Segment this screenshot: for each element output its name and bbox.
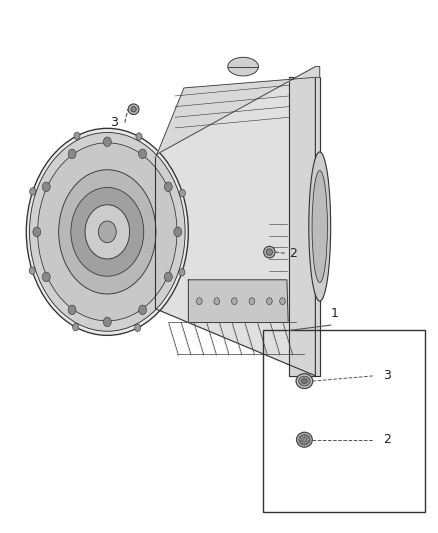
Ellipse shape — [68, 305, 76, 314]
Ellipse shape — [249, 297, 255, 305]
Ellipse shape — [228, 58, 258, 76]
Polygon shape — [188, 280, 288, 322]
Text: 3: 3 — [110, 116, 118, 129]
Ellipse shape — [301, 378, 307, 384]
Ellipse shape — [309, 152, 331, 301]
Ellipse shape — [29, 133, 185, 331]
Ellipse shape — [214, 297, 219, 305]
Ellipse shape — [73, 324, 79, 331]
Ellipse shape — [264, 246, 275, 258]
Ellipse shape — [196, 297, 202, 305]
Ellipse shape — [131, 107, 136, 112]
Ellipse shape — [30, 188, 36, 195]
Ellipse shape — [138, 305, 146, 314]
Ellipse shape — [42, 182, 50, 192]
Text: 3: 3 — [383, 369, 391, 382]
Polygon shape — [289, 77, 320, 376]
Ellipse shape — [74, 132, 80, 140]
Ellipse shape — [33, 227, 41, 237]
Ellipse shape — [29, 267, 35, 274]
Ellipse shape — [103, 317, 111, 327]
Ellipse shape — [38, 143, 177, 321]
Ellipse shape — [138, 149, 146, 159]
Polygon shape — [155, 67, 315, 376]
Ellipse shape — [99, 221, 116, 243]
Ellipse shape — [299, 376, 310, 386]
Ellipse shape — [312, 171, 328, 282]
Ellipse shape — [59, 169, 156, 294]
Text: 1: 1 — [331, 307, 339, 320]
Ellipse shape — [164, 182, 172, 192]
Ellipse shape — [296, 374, 313, 389]
Ellipse shape — [299, 435, 310, 445]
Ellipse shape — [71, 188, 144, 276]
Ellipse shape — [164, 272, 172, 281]
Ellipse shape — [128, 104, 139, 115]
Ellipse shape — [174, 227, 182, 237]
Ellipse shape — [85, 205, 130, 259]
Polygon shape — [155, 67, 320, 158]
Ellipse shape — [179, 269, 185, 276]
Ellipse shape — [279, 297, 285, 305]
Ellipse shape — [42, 272, 50, 281]
Text: 2: 2 — [289, 247, 297, 260]
Ellipse shape — [136, 133, 142, 140]
Ellipse shape — [103, 137, 111, 147]
Ellipse shape — [266, 249, 272, 255]
Text: 2: 2 — [383, 433, 391, 446]
Ellipse shape — [26, 128, 188, 335]
Ellipse shape — [68, 149, 76, 159]
Ellipse shape — [231, 297, 237, 305]
Ellipse shape — [297, 432, 312, 447]
Ellipse shape — [266, 297, 272, 305]
Ellipse shape — [134, 324, 141, 332]
Bar — [263, 330, 425, 512]
Ellipse shape — [180, 189, 186, 197]
Ellipse shape — [302, 437, 307, 442]
